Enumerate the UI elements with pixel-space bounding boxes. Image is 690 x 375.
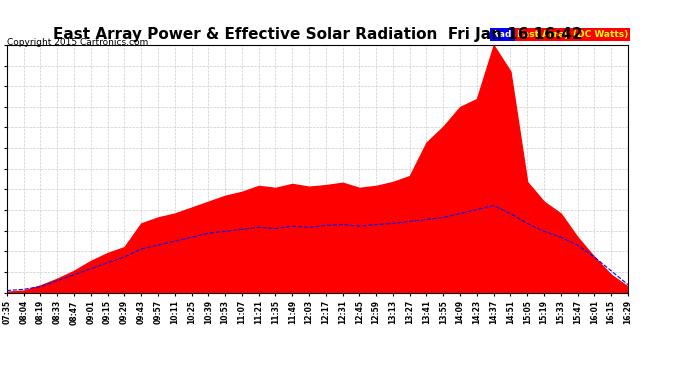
Title: East Array Power & Effective Solar Radiation  Fri Jan 16 16:42: East Array Power & Effective Solar Radia… xyxy=(52,27,582,42)
Text: Radiation (Effective w/m2): Radiation (Effective w/m2) xyxy=(492,30,628,39)
Text: East Array (DC Watts): East Array (DC Watts) xyxy=(517,30,628,39)
Text: Copyright 2015 Cartronics.com: Copyright 2015 Cartronics.com xyxy=(7,38,148,47)
